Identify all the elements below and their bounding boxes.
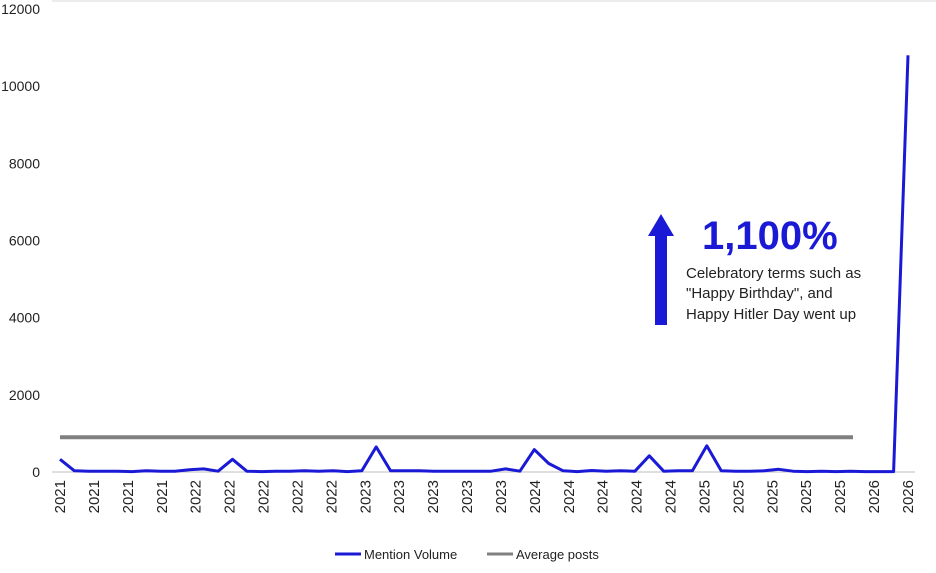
callout: 1,100% Celebratory terms such as "Happy … xyxy=(648,214,861,325)
y-tick-label: 8000 xyxy=(9,155,40,171)
x-tick-label: 2023 xyxy=(357,480,374,513)
x-axis-ticks: 2021 2021 2021 2021 2022 2022 2022 2022 2022 2023… xyxy=(52,480,917,513)
x-tick-label: 2024 xyxy=(595,480,612,513)
legend-label-mention-volume: Mention Volume xyxy=(364,547,457,562)
x-tick-label: 2022 xyxy=(289,480,306,513)
x-tick-label: 2022 xyxy=(188,480,205,513)
x-tick-label: 2022 xyxy=(256,480,273,513)
y-tick-label: 2000 xyxy=(9,387,40,403)
x-tick-label: 2024 xyxy=(629,480,646,513)
x-tick-label: 2023 xyxy=(425,480,442,513)
x-tick-label: 2025 xyxy=(696,480,713,513)
x-tick-label: 2022 xyxy=(323,480,340,513)
legend-label-average-posts: Average posts xyxy=(516,547,599,562)
x-tick-label: 2022 xyxy=(222,480,239,513)
legend: Mention Volume Average posts xyxy=(335,547,599,562)
x-tick-label: 2023 xyxy=(391,480,408,513)
x-tick-label: 2021 xyxy=(86,480,103,513)
callout-line-2: "Happy Birthday", and xyxy=(686,285,833,302)
y-tick-label: 10000 xyxy=(1,78,40,94)
x-tick-label: 2025 xyxy=(730,480,747,513)
x-tick-label: 2023 xyxy=(459,480,476,513)
x-tick-label: 2024 xyxy=(561,480,578,513)
y-tick-label: 4000 xyxy=(9,310,40,326)
x-tick-label: 2021 xyxy=(52,480,69,513)
x-tick-label: 2021 xyxy=(154,480,171,513)
x-tick-label: 2025 xyxy=(798,480,815,513)
x-tick-label: 2021 xyxy=(120,480,137,513)
x-tick-label: 2023 xyxy=(493,480,510,513)
y-tick-label: 0 xyxy=(32,464,40,480)
callout-headline: 1,100% xyxy=(702,214,838,258)
x-tick-label: 2026 xyxy=(900,480,917,513)
x-tick-label: 2024 xyxy=(527,480,544,513)
x-tick-label: 2026 xyxy=(866,480,883,513)
up-arrow-icon xyxy=(648,214,674,325)
mention-volume-line xyxy=(59,55,910,474)
y-axis-ticks: 0 2000 4000 6000 8000 10000 12000 xyxy=(1,1,40,480)
x-tick-label: 2025 xyxy=(832,480,849,513)
x-tick-label: 2024 xyxy=(663,480,680,513)
callout-line-3: Happy Hitler Day went up xyxy=(686,306,856,323)
callout-line-1: Celebratory terms such as xyxy=(686,265,861,282)
y-tick-label: 12000 xyxy=(1,1,40,17)
y-tick-label: 6000 xyxy=(9,233,40,249)
x-tick-label: 2025 xyxy=(764,480,781,513)
